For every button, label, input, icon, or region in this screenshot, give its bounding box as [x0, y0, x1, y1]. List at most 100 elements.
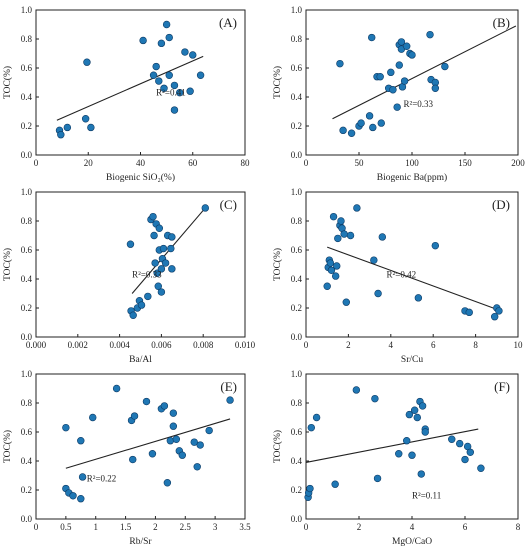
data-point — [189, 51, 197, 59]
plot-frame — [305, 191, 519, 338]
x-tick-label: 8 — [473, 340, 478, 350]
y-tick-label: 0.8 — [291, 216, 303, 226]
chart-panel: 0 20 40 60 80 0.0 0.2 0.4 0.6 0.8 1.0 Biogenic SiO₂… — [2, 5, 250, 183]
x-tick-label: 3 — [213, 522, 218, 532]
data-point — [377, 119, 385, 127]
panel-label: (C) — [220, 197, 237, 212]
data-point — [163, 479, 172, 487]
data-point — [395, 61, 403, 69]
y-tick-label: 0.4 — [21, 274, 33, 284]
x-tick-label: 0.000 — [26, 340, 47, 350]
y-tick-label: 0.6 — [291, 63, 303, 73]
data-point — [157, 39, 166, 48]
data-point — [408, 51, 416, 59]
r-squared-label: R²=0.33 — [132, 270, 162, 280]
data-point — [395, 450, 403, 458]
data-point — [186, 87, 194, 95]
y-tick-label: 0.2 — [21, 485, 32, 495]
y-tick-label: 0.4 — [21, 456, 33, 466]
y-tick-label: 1.0 — [291, 369, 303, 379]
data-point — [83, 58, 91, 66]
data-point — [353, 204, 361, 212]
data-point — [376, 72, 384, 81]
trend-line — [56, 55, 204, 121]
data-point — [393, 103, 401, 111]
data-point — [226, 396, 234, 404]
r-squared-label: R²=0.22 — [87, 473, 117, 483]
data-point — [81, 115, 90, 123]
x-tick-label: 3.5 — [239, 522, 251, 532]
r-squared-label: R²=0.41 — [156, 88, 186, 98]
x-tick-label: 6 — [431, 340, 436, 350]
y-tick-label: 0.0 — [21, 514, 33, 524]
data-point — [151, 259, 159, 267]
data-point — [346, 231, 355, 240]
data-point — [347, 129, 356, 137]
data-point — [456, 439, 464, 448]
data-point — [339, 126, 347, 135]
data-point — [357, 119, 365, 127]
r-squared-label: R²=0.11 — [412, 491, 441, 501]
x-axis-label: Biogenic SiO₂(%) — [106, 172, 175, 183]
x-tick-label: 0.5 — [60, 522, 72, 532]
x-tick-label: 4 — [389, 340, 394, 350]
plot-frame — [35, 191, 246, 338]
data-point — [369, 123, 377, 132]
data-point — [441, 62, 449, 71]
data-point — [340, 230, 348, 238]
data-point — [495, 307, 503, 315]
y-tick-label: 0.4 — [291, 92, 303, 102]
data-point — [144, 292, 152, 301]
data-point — [465, 308, 473, 317]
data-point — [157, 288, 166, 296]
panel-label: (D) — [492, 197, 510, 212]
y-tick-label: 0.2 — [291, 303, 302, 313]
x-tick-label: 4 — [410, 522, 415, 532]
data-point — [169, 409, 178, 417]
y-tick-label: 0.0 — [21, 332, 33, 342]
data-point — [426, 30, 434, 39]
data-point — [421, 428, 429, 436]
data-point — [337, 217, 345, 225]
x-tick-label: 150 — [458, 158, 472, 168]
y-tick-label: 1.0 — [21, 5, 33, 15]
r-squared-label: R²=0.33 — [404, 99, 434, 109]
chart-panel: 0.000 0.002 0.004 0.006 0.008 0.010 0.0 0.2 0.4 0… — [2, 187, 256, 365]
y-tick-label: 0.4 — [21, 92, 33, 102]
data-point — [417, 470, 425, 478]
x-axis-label: Biogenic Ba(ppm) — [377, 172, 447, 183]
data-point — [78, 473, 87, 481]
y-tick-label: 0.2 — [21, 303, 32, 313]
panel-label: (B) — [493, 15, 510, 30]
trend-line — [332, 25, 517, 120]
panel-label: (E) — [220, 379, 237, 394]
data-point — [152, 62, 160, 71]
data-point — [150, 231, 158, 240]
data-point — [307, 423, 315, 432]
y-tick-label: 0.6 — [291, 427, 303, 437]
data-point — [329, 212, 338, 221]
y-tick-label: 0.8 — [21, 398, 33, 408]
y-axis-label: TOC(%) — [2, 248, 13, 281]
x-tick-label: 0 — [304, 522, 309, 532]
plot-frame — [35, 373, 246, 520]
data-point — [190, 438, 198, 446]
x-axis-label: Rb/Sr — [129, 537, 152, 547]
y-axis-label: TOC(%) — [2, 66, 13, 99]
x-tick-label: 0 — [304, 158, 309, 168]
y-tick-label: 0.6 — [21, 245, 33, 255]
data-point — [370, 256, 378, 264]
panel-label: (A) — [219, 15, 237, 30]
x-tick-label: 2 — [346, 340, 351, 350]
x-tick-label: 6 — [463, 522, 468, 532]
x-tick-label: 1.5 — [120, 522, 132, 532]
y-tick-label: 0.0 — [291, 332, 303, 342]
trend-line — [305, 428, 479, 463]
data-point — [172, 435, 181, 443]
x-tick-label: 0.006 — [151, 340, 172, 350]
data-point — [165, 33, 173, 42]
data-point — [466, 448, 474, 456]
data-point — [400, 77, 409, 85]
x-tick-label: 0.008 — [193, 340, 214, 350]
data-point — [161, 259, 170, 267]
